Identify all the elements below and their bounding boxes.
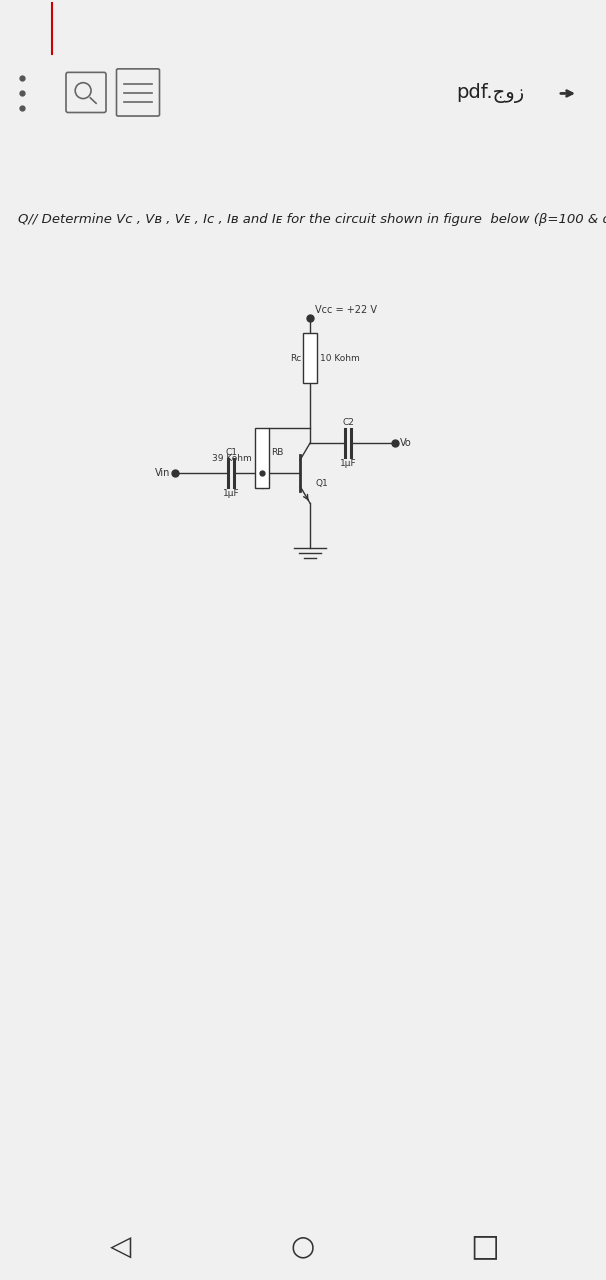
Text: ◁: ◁	[110, 1233, 132, 1261]
Text: pdf.جوز: pdf.جوز	[456, 83, 524, 104]
Text: 1μF: 1μF	[222, 489, 239, 498]
Text: Vcc = +22 V: Vcc = +22 V	[315, 305, 377, 315]
Text: 10 Kohm: 10 Kohm	[320, 353, 360, 362]
Text: 39 Kohm: 39 Kohm	[212, 453, 252, 462]
Text: C1: C1	[225, 448, 237, 457]
Text: C2: C2	[342, 419, 354, 428]
Text: □: □	[471, 1233, 499, 1261]
Text: Rc: Rc	[290, 353, 301, 362]
Text: ○: ○	[291, 1233, 315, 1261]
Text: Vin: Vin	[155, 468, 170, 479]
Bar	[303, 333, 317, 383]
Text: Q1: Q1	[315, 479, 328, 488]
Text: Q// Determine Vᴄ , Vʙ , Vᴇ , Iᴄ , Iʙ and Iᴇ for the circuit shown in figure  bel: Q// Determine Vᴄ , Vʙ , Vᴇ , Iᴄ , Iʙ and…	[18, 214, 606, 227]
Text: Vo: Vo	[400, 438, 411, 448]
Bar	[255, 428, 269, 488]
Text: 1μF: 1μF	[340, 460, 356, 468]
Text: RB: RB	[271, 448, 284, 457]
